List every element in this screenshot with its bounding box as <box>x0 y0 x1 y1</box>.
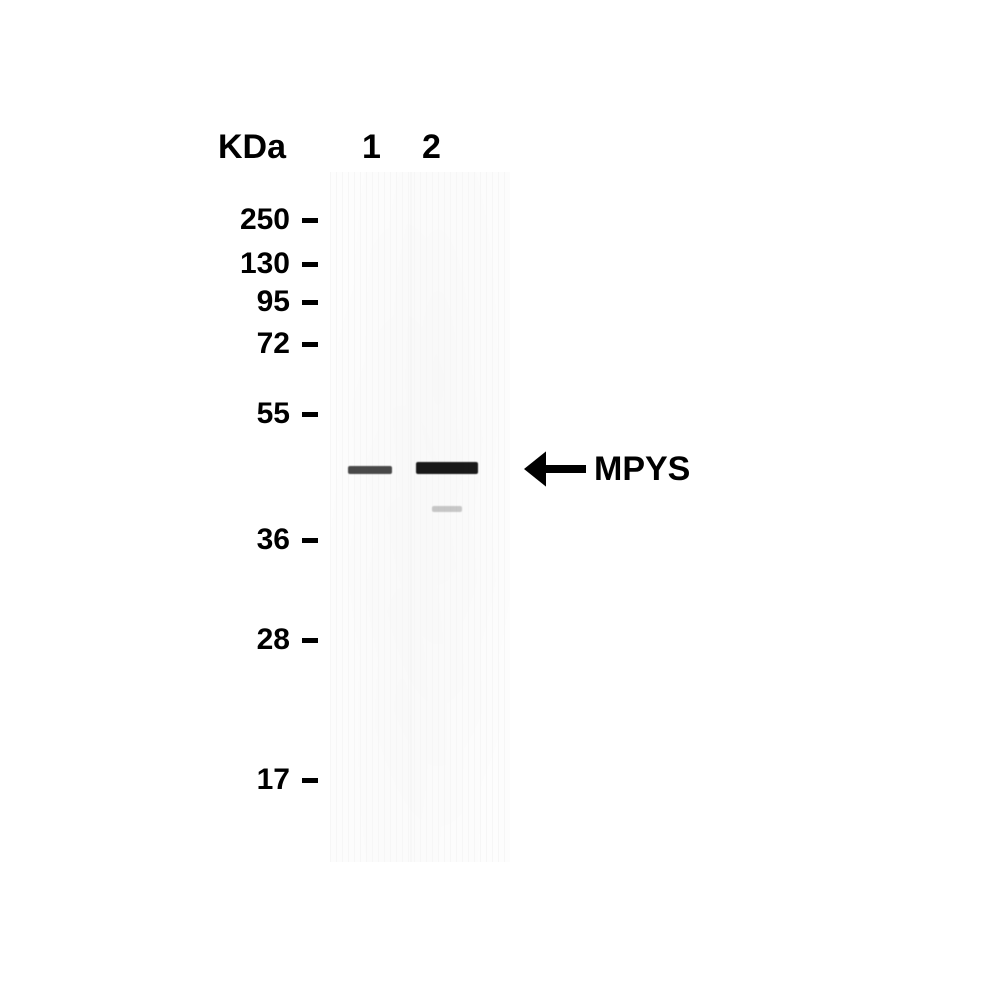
mw-marker-36: 36 <box>0 523 290 557</box>
band-2 <box>416 462 478 474</box>
mw-marker-17: 17 <box>0 763 290 797</box>
mw-tick-130 <box>302 262 318 267</box>
mw-tick-36 <box>302 538 318 543</box>
lane-label-2: 2 <box>422 128 441 167</box>
unit-label: KDa <box>218 128 286 167</box>
band-3 <box>432 506 462 512</box>
lane-gap <box>410 172 412 862</box>
mw-tick-55 <box>302 412 318 417</box>
annotation-label: MPYS <box>594 450 690 489</box>
mw-marker-28: 28 <box>0 623 290 657</box>
mw-marker-72: 72 <box>0 327 290 361</box>
western-blot-figure: KDa 1 2 250 130 95 72 55 36 28 17 MPYS <box>0 0 1000 1000</box>
arrow-left-icon <box>524 447 586 491</box>
mw-marker-130: 130 <box>0 247 290 281</box>
mw-tick-28 <box>302 638 318 643</box>
lane-label-1: 1 <box>362 128 381 167</box>
mw-tick-95 <box>302 300 318 305</box>
blot-membrane <box>330 172 510 862</box>
mw-marker-95: 95 <box>0 285 290 319</box>
membrane-noise <box>330 172 510 862</box>
mw-tick-72 <box>302 342 318 347</box>
mw-tick-17 <box>302 778 318 783</box>
band-annotation: MPYS <box>524 447 690 491</box>
mw-marker-55: 55 <box>0 397 290 431</box>
band-1 <box>348 466 392 474</box>
mw-marker-250: 250 <box>0 203 290 237</box>
mw-tick-250 <box>302 218 318 223</box>
